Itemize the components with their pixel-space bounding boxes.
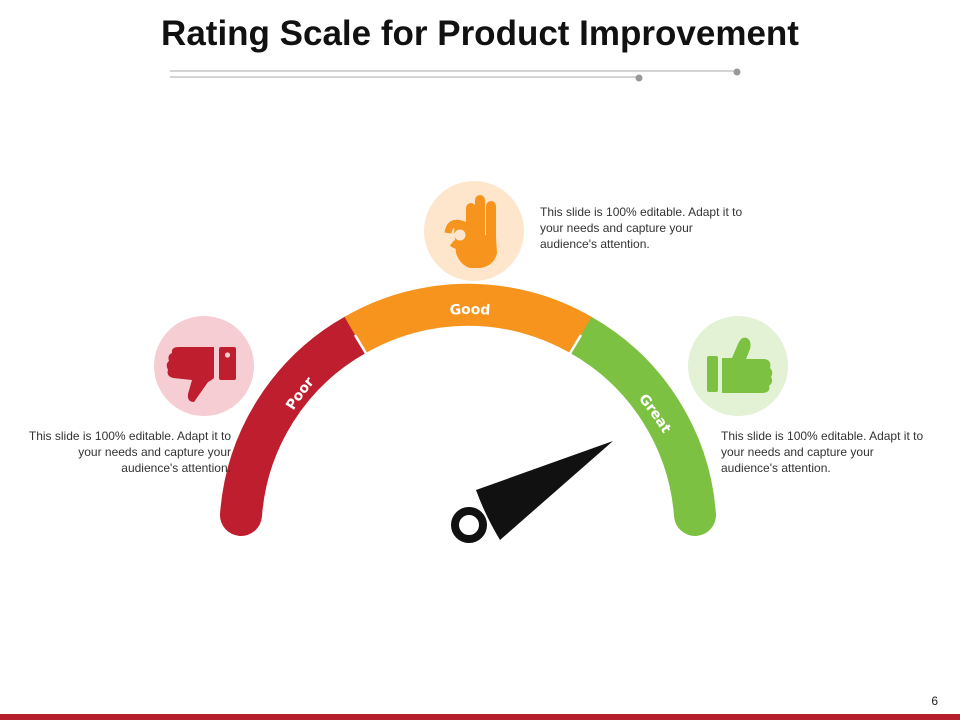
- svg-text:Good: Good: [449, 302, 491, 319]
- gauge-segment-good: [344, 283, 592, 354]
- thumbs-down-icon: [166, 347, 236, 402]
- thumbs-down-icon-circle: [154, 316, 254, 416]
- gauge-label-good: Good: [449, 302, 491, 319]
- gauge-needle: [476, 441, 613, 540]
- gauge-segment-poor: [220, 314, 376, 536]
- page-number: 6: [931, 694, 938, 708]
- good-description: This slide is 100% editable. Adapt it to…: [540, 205, 743, 251]
- great-description: This slide is 100% editable. Adapt it to…: [721, 429, 924, 475]
- gauge-segment-great: [560, 314, 716, 536]
- gauge-divider: [567, 334, 583, 356]
- footer-bar: [0, 714, 960, 720]
- slide-title: Rating Scale for Product Improvement: [161, 14, 799, 53]
- ok-hand-icon-circle: [424, 181, 524, 281]
- thumbs-up-icon-circle: [688, 316, 788, 416]
- gauge-divider: [353, 334, 369, 356]
- ok-hand-icon: [444, 195, 497, 268]
- poor-description: This slide is 100% editable. Adapt it to…: [28, 429, 231, 475]
- thumbs-up-icon: [707, 337, 773, 393]
- gauge-pivot: [451, 507, 487, 543]
- title-underline-decoration: [170, 68, 741, 82]
